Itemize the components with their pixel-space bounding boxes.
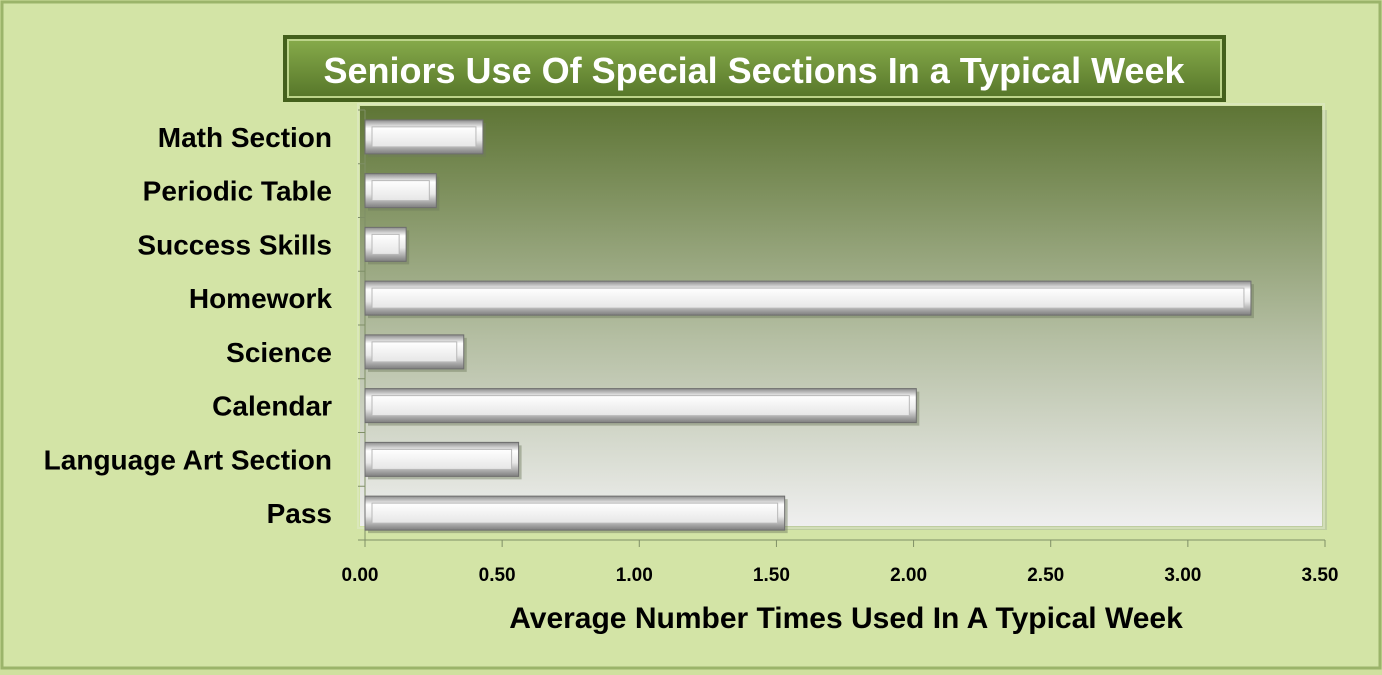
category-label: Math Section [158, 122, 332, 153]
x-tick-label: 3.50 [1302, 565, 1339, 586]
bar-bevel [371, 287, 1245, 309]
bar-bevel [371, 395, 910, 417]
bar [364, 388, 920, 426]
category-label: Science [226, 337, 332, 368]
plot-area [357, 103, 1327, 530]
bar [364, 173, 440, 211]
x-tick-label: 3.00 [1164, 565, 1201, 586]
x-tick-label: 2.00 [890, 565, 927, 586]
category-label: Success Skills [137, 229, 332, 260]
x-tick-label: 2.50 [1027, 565, 1064, 586]
x-tick-label: 1.50 [753, 565, 790, 586]
bar [364, 334, 467, 372]
x-axis-title: Average Number Times Used In A Typical W… [509, 602, 1183, 635]
bar [364, 226, 410, 265]
bar-bevel [371, 502, 779, 524]
y-axis-labels: Math Section Periodic Table Success Skills… [44, 122, 333, 529]
bar [364, 119, 486, 157]
bar-bevel [371, 180, 430, 202]
bar-bevel [371, 448, 513, 470]
bar [364, 280, 1254, 319]
x-axis [364, 539, 1326, 547]
category-label: Periodic Table [143, 176, 332, 207]
category-label: Pass [267, 498, 332, 529]
bars [364, 119, 1254, 534]
category-label: Calendar [212, 391, 332, 422]
title-box: Seniors Use Of Special Sections In a Typ… [283, 35, 1226, 102]
category-label: Language Art Section [44, 444, 332, 475]
x-tick-label: 0.00 [342, 565, 379, 586]
x-tick-label: 1.00 [616, 565, 653, 586]
x-axis-tick-labels: 0.00 0.50 1.00 1.50 2.00 2.50 3.00 3.50 [342, 565, 1339, 586]
bar-bevel [371, 126, 477, 148]
chart-title: Seniors Use Of Special Sections In a Typ… [324, 50, 1186, 91]
bar [364, 495, 788, 534]
x-tick-label: 0.50 [479, 565, 516, 586]
bar-bevel [371, 233, 400, 255]
bar [364, 441, 522, 480]
bar-bevel [371, 341, 458, 363]
category-label: Homework [189, 283, 333, 314]
